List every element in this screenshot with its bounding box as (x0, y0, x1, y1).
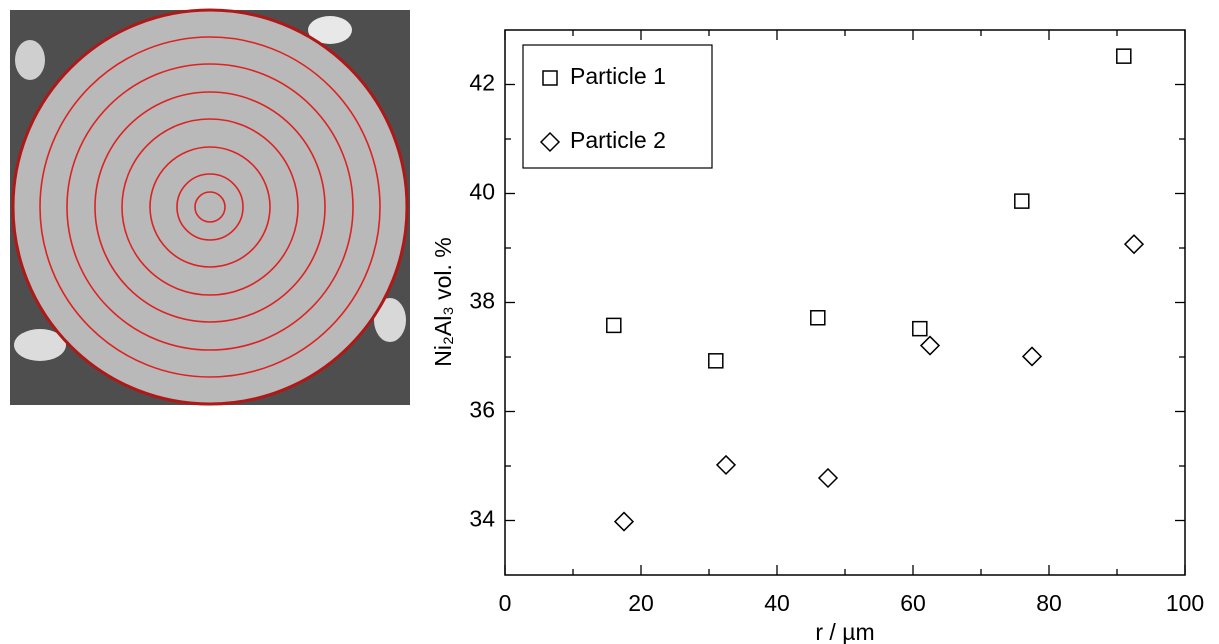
legend-marker (539, 131, 561, 153)
diamond-marker (1123, 234, 1145, 255)
ring (94, 91, 326, 323)
ring (176, 173, 244, 241)
y-tick-label: 40 (469, 179, 495, 205)
square-marker (708, 353, 724, 369)
square-marker (912, 320, 928, 337)
particle-blob (15, 40, 45, 80)
particle-blob (14, 329, 66, 361)
ring (66, 63, 354, 351)
y-tick-label: 38 (469, 288, 495, 314)
ring (39, 36, 381, 378)
analysis-rings (39, 36, 381, 378)
ring (121, 118, 299, 296)
legend-label: Particle 2 (570, 127, 666, 153)
diamond-marker (919, 335, 941, 356)
y-axis-label: Ni₂Al₃ vol. % (430, 237, 456, 367)
square-marker (606, 317, 622, 334)
diamond-marker (613, 511, 635, 532)
x-tick-label: 60 (900, 590, 926, 616)
ring (194, 191, 226, 223)
legend-marker (542, 70, 558, 86)
legend-label: Particle 1 (570, 63, 666, 89)
x-tick-label: 0 (499, 590, 512, 616)
particle-blob (308, 16, 352, 44)
micrograph (10, 8, 410, 406)
diamond-marker (715, 454, 737, 475)
ring (149, 146, 271, 268)
square-marker (810, 310, 826, 326)
x-tick-label: 100 (1166, 590, 1204, 616)
diamond-marker (817, 467, 839, 489)
x-axis-label: r / µm (815, 619, 874, 644)
y-tick-label: 36 (469, 397, 495, 423)
x-tick-label: 80 (1036, 590, 1062, 616)
x-tick-label: 40 (764, 590, 790, 616)
particle-blob (374, 298, 406, 342)
y-tick-label: 34 (469, 506, 495, 532)
particle-outline (11, 8, 409, 406)
x-tick-label: 20 (628, 590, 654, 616)
diamond-marker (1021, 346, 1043, 367)
square-marker (1014, 193, 1030, 209)
square-marker (1116, 48, 1132, 64)
y-tick-label: 42 (469, 70, 495, 96)
